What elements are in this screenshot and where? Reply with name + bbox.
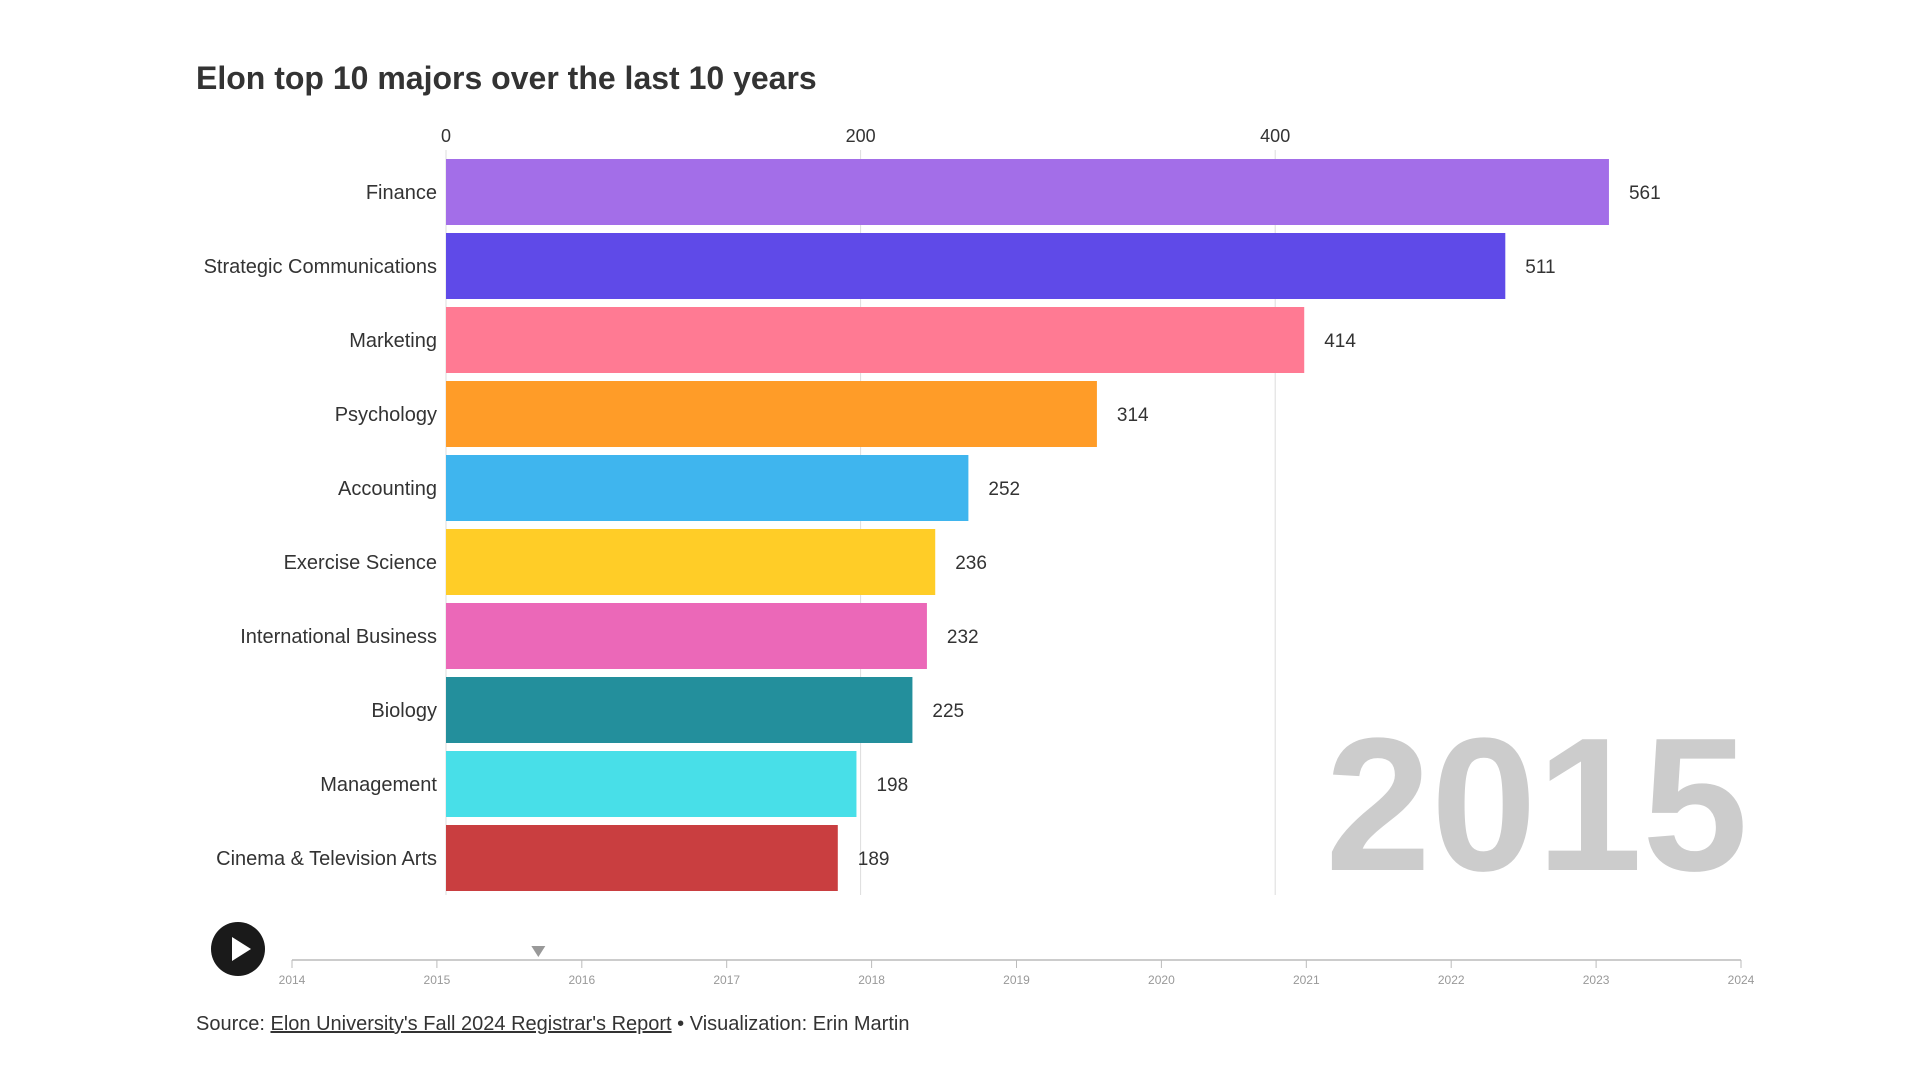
bar-6 xyxy=(446,603,927,669)
timeline-year-label-4: 2018 xyxy=(858,973,885,987)
bar-8 xyxy=(446,751,857,817)
source-suffix: • Visualization: Erin Martin xyxy=(671,1013,910,1035)
timeline-year-label-8: 2022 xyxy=(1438,973,1465,987)
bars: Finance 561 Strategic Communications 511 Mar… xyxy=(204,159,1661,891)
source-link[interactable]: Elon University's Fall 2024 Registrar's … xyxy=(270,1013,672,1035)
value-label-7: 225 xyxy=(932,701,964,722)
play-button[interactable] xyxy=(211,922,265,976)
value-label-9: 189 xyxy=(858,849,890,870)
bar-0 xyxy=(446,159,1609,225)
bar-3 xyxy=(446,381,1097,447)
timeline-year-label-1: 2015 xyxy=(424,973,451,987)
timeline-year-label-3: 2017 xyxy=(713,973,740,987)
chart-title: Elon top 10 majors over the last 10 year… xyxy=(196,60,817,96)
bar-chart: 2015 Finance 561 Strategic Communications 5… xyxy=(204,126,1748,911)
value-label-6: 232 xyxy=(947,627,979,648)
timeline-handle[interactable] xyxy=(531,946,546,957)
category-label-5: Exercise Science xyxy=(284,552,437,574)
timeline-year-label-2: 2016 xyxy=(568,973,595,987)
bar-1 xyxy=(446,233,1506,299)
bar-4 xyxy=(446,455,969,521)
timeline-year-label-5: 2019 xyxy=(1003,973,1030,987)
category-label-6: International Business xyxy=(240,626,437,648)
timeline-year-label-6: 2020 xyxy=(1148,973,1175,987)
bar-2 xyxy=(446,307,1305,373)
bar-9 xyxy=(446,825,838,891)
category-label-1: Strategic Communications xyxy=(204,256,437,278)
value-label-8: 198 xyxy=(876,775,908,796)
category-label-2: Marketing xyxy=(349,330,437,352)
current-year-label: 2015 xyxy=(1325,699,1748,911)
timeline-year-label-7: 2021 xyxy=(1293,973,1320,987)
timeline-year-label-10: 2024 xyxy=(1728,973,1755,987)
value-label-2: 414 xyxy=(1324,331,1356,352)
category-label-0: Finance xyxy=(366,182,437,204)
category-label-3: Psychology xyxy=(335,404,437,426)
x-axis-ticks: 0 200 400 xyxy=(441,126,1290,146)
source-prefix: Source: xyxy=(196,1013,271,1035)
timeline-year-label-0: 2014 xyxy=(279,973,306,987)
year-watermark-group: 2015 xyxy=(1325,699,1748,911)
value-label-4: 252 xyxy=(988,479,1020,500)
source-footer: Source: Elon University's Fall 2024 Regi… xyxy=(196,1013,909,1036)
category-label-8: Management xyxy=(320,774,437,796)
category-label-7: Biology xyxy=(371,700,437,722)
x-tick-label-0: 0 xyxy=(441,126,451,146)
value-label-0: 561 xyxy=(1629,183,1661,204)
category-label-9: Cinema & Television Arts xyxy=(216,848,437,870)
bar-7 xyxy=(446,677,913,743)
timeline-year-label-9: 2023 xyxy=(1583,973,1610,987)
bar-5 xyxy=(446,529,936,595)
x-tick-label-1: 200 xyxy=(846,126,876,146)
value-label-5: 236 xyxy=(955,553,987,574)
category-label-4: Accounting xyxy=(338,478,437,500)
value-label-1: 511 xyxy=(1525,257,1555,278)
x-tick-label-2: 400 xyxy=(1260,126,1290,146)
play-icon xyxy=(232,937,251,961)
value-label-3: 314 xyxy=(1117,405,1149,426)
